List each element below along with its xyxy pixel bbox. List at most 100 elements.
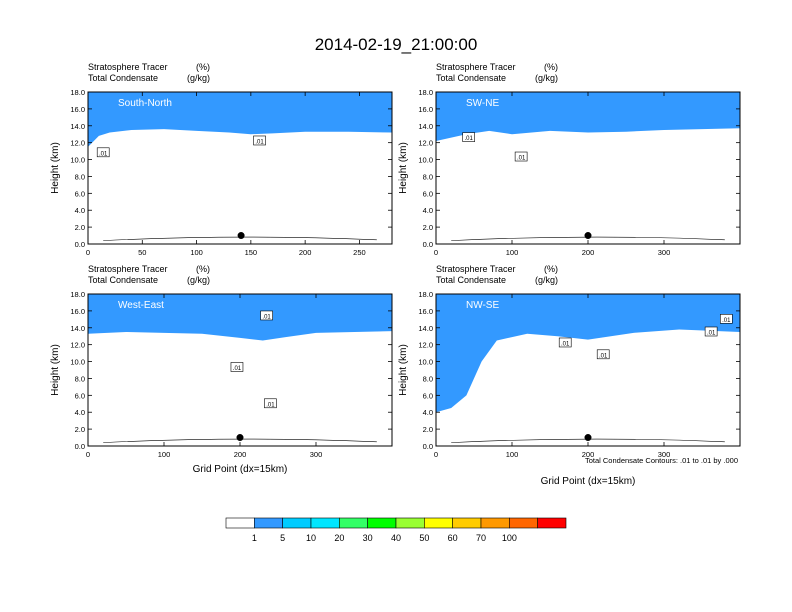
y-tick-label: 14.0	[70, 122, 85, 131]
panel-south-north: Stratosphere Tracer (%) Total Condensate…	[50, 62, 393, 257]
y-tick-label: 0.0	[423, 442, 433, 451]
panel-west-east: Stratosphere Tracer (%) Total Condensate…	[50, 264, 393, 475]
location-marker	[236, 434, 244, 442]
colorbar-label: 20	[334, 533, 344, 543]
figure-title: 2014-02-19_21:00:00	[315, 35, 478, 54]
contour-label: .01	[266, 402, 275, 408]
x-tick-label: 200	[582, 248, 595, 257]
x-tick-label: 100	[506, 248, 519, 257]
y-tick-label: 6.0	[75, 391, 85, 400]
y-tick-label: 12.0	[418, 139, 433, 148]
colorbar-swatch	[480, 517, 510, 529]
y-tick-label: 4.0	[423, 408, 433, 417]
panel-title-unit-1: (%)	[196, 62, 210, 72]
y-tick-label: 16.0	[70, 307, 85, 316]
x-tick-label: 0	[434, 248, 438, 257]
contour-label: .01	[517, 156, 526, 162]
x-axis-label: Grid Point (dx=15km)	[193, 464, 288, 475]
y-tick-label: 6.0	[423, 189, 433, 198]
colorbar-label: 10	[306, 533, 316, 543]
colorbar-label: 50	[419, 533, 429, 543]
panel-title-unit-1: (%)	[544, 62, 558, 72]
y-tick-label: 18.0	[418, 290, 433, 299]
contour-label-box	[253, 135, 266, 146]
y-tick-label: 4.0	[423, 206, 433, 215]
colorbar-swatch	[225, 517, 255, 529]
colorbar-swatch	[395, 517, 425, 529]
colorbar-swatch	[452, 517, 482, 529]
y-tick-label: 10.0	[418, 358, 433, 367]
y-tick-label: 2.0	[75, 223, 85, 232]
x-tick-label: 200	[582, 450, 595, 459]
colorbar-swatch	[310, 517, 340, 529]
panel-title-left-2: Total Condensate	[436, 275, 506, 285]
y-tick-label: 8.0	[75, 172, 85, 181]
y-tick-label: 0.0	[75, 442, 85, 451]
x-tick-label: 300	[658, 450, 671, 459]
panel-title-unit-2: (g/kg)	[187, 275, 210, 285]
y-tick-label: 6.0	[423, 391, 433, 400]
x-tick-label: 0	[86, 248, 90, 257]
x-tick-label: 300	[658, 248, 671, 257]
contour-label-box	[260, 310, 273, 321]
x-axis-label: Grid Point (dx=15km)	[541, 476, 636, 487]
y-tick-label: 2.0	[423, 223, 433, 232]
panel-title-unit-1: (%)	[196, 264, 210, 274]
panel-title-unit-1: (%)	[544, 264, 558, 274]
panel-nw-se: Stratosphere Tracer (%) Total Condensate…	[398, 264, 741, 487]
colorbar-swatch	[254, 517, 283, 529]
y-tick-label: 6.0	[75, 189, 85, 198]
panel-title-left-1: Stratosphere Tracer	[436, 62, 516, 72]
tracer-band	[436, 294, 740, 413]
contour-label: .01	[262, 314, 271, 320]
y-tick-label: 2.0	[75, 425, 85, 434]
location-marker	[584, 232, 592, 240]
y-tick-label: 4.0	[75, 408, 85, 417]
x-tick-label: 100	[506, 450, 519, 459]
panel-label: NW-SE	[466, 300, 499, 311]
colorbar-swatch	[339, 517, 368, 529]
colorbar-label: 70	[476, 533, 486, 543]
panel-title-left-2: Total Condensate	[436, 73, 506, 83]
tracer-band	[436, 92, 740, 141]
x-tick-label: 0	[434, 450, 438, 459]
y-tick-label: 16.0	[418, 105, 433, 114]
contour-label: .01	[599, 353, 608, 359]
contour-label-box	[230, 362, 244, 372]
colorbar-label: 1	[252, 533, 257, 543]
colorbar-label: 5	[280, 533, 285, 543]
contour-label: .01	[707, 331, 716, 337]
contour-label: .01	[561, 341, 570, 347]
colorbar-label: 100	[502, 533, 517, 543]
y-axis-label: Height (km)	[398, 142, 409, 194]
y-tick-label: 12.0	[418, 341, 433, 350]
contour-label-box	[264, 398, 277, 409]
panel-title-unit-2: (g/kg)	[535, 73, 558, 83]
y-tick-label: 2.0	[423, 425, 433, 434]
contour-label-box	[462, 132, 475, 142]
contour-label-box	[596, 349, 610, 360]
x-tick-label: 100	[158, 450, 171, 459]
panel-label: SW-NE	[466, 98, 499, 109]
y-tick-label: 0.0	[423, 240, 433, 249]
contour-note: Total Condensate Contours: .01 to .01 by…	[585, 456, 738, 465]
contour-label: .01	[99, 151, 108, 157]
y-tick-label: 8.0	[423, 374, 433, 383]
y-tick-label: 10.0	[70, 358, 85, 367]
x-tick-label: 200	[299, 248, 312, 257]
x-tick-label: 300	[310, 450, 323, 459]
colorbar-swatch	[509, 517, 538, 529]
x-tick-label: 100	[190, 248, 203, 257]
tracer-band	[88, 92, 392, 147]
colorbar-swatch	[537, 517, 567, 529]
x-tick-label: 0	[86, 450, 90, 459]
y-tick-label: 12.0	[70, 139, 85, 148]
contour-label-box	[558, 337, 572, 348]
contour-label-box	[514, 151, 528, 162]
panel-title-left-2: Total Condensate	[88, 275, 158, 285]
colorbar-swatch	[424, 517, 453, 529]
colorbar-label: 60	[448, 533, 458, 543]
panel-title-left-1: Stratosphere Tracer	[88, 264, 168, 274]
y-tick-label: 0.0	[75, 240, 85, 249]
contour-label: .01	[255, 139, 264, 145]
